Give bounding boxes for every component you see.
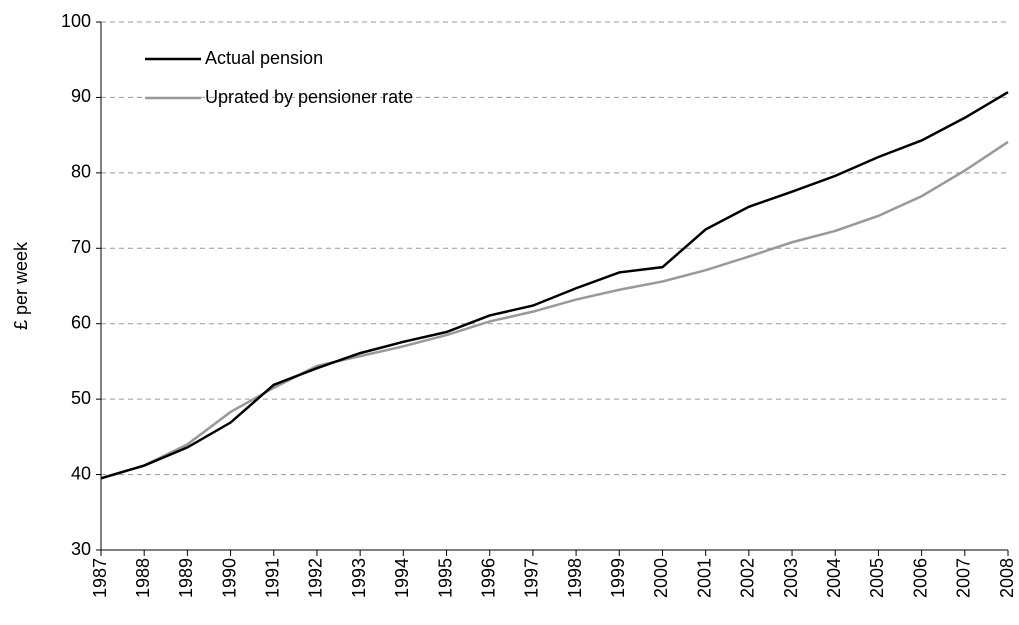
x-tick-label: 2006 — [910, 558, 930, 598]
legend-label: Uprated by pensioner rate — [205, 87, 413, 107]
x-tick-label: 1989 — [176, 558, 196, 598]
x-tick-label: 1997 — [522, 558, 542, 598]
x-tick-label: 1987 — [90, 558, 110, 598]
x-tick-label: 2005 — [867, 558, 887, 598]
x-tick-label: 1991 — [263, 558, 283, 598]
x-tick-label: 1999 — [608, 558, 628, 598]
x-tick-label: 1992 — [306, 558, 326, 598]
y-tick-label: 100 — [61, 11, 91, 31]
x-tick-label: 2002 — [738, 558, 758, 598]
x-tick-label: 1990 — [219, 558, 239, 598]
y-tick-label: 80 — [71, 162, 91, 182]
x-tick-label: 2003 — [781, 558, 801, 598]
x-tick-label: 2007 — [954, 558, 974, 598]
x-tick-label: 1995 — [435, 558, 455, 598]
data-line — [100, 91, 1009, 480]
y-tick-label: 90 — [71, 86, 91, 106]
x-tick-label: 1993 — [349, 558, 369, 598]
x-tick-label: 2004 — [824, 558, 844, 598]
x-tick-label: 1994 — [392, 558, 412, 598]
y-tick-label: 60 — [71, 312, 91, 332]
x-tick-label: 2000 — [651, 558, 671, 598]
y-tick-label: 30 — [71, 539, 91, 559]
x-tick-label: 1998 — [565, 558, 585, 598]
y-tick-label: 50 — [71, 388, 91, 408]
x-tick-label: 1988 — [133, 558, 153, 598]
y-tick-label: 70 — [71, 237, 91, 257]
x-tick-label: 2008 — [997, 558, 1017, 598]
legend-label: Actual pension — [205, 48, 323, 68]
x-tick-label: 2001 — [694, 558, 714, 598]
x-tick-label: 1996 — [478, 558, 498, 598]
y-axis-label: £ per week — [11, 241, 31, 330]
data-line — [100, 140, 1009, 480]
y-tick-label: 40 — [71, 463, 91, 483]
